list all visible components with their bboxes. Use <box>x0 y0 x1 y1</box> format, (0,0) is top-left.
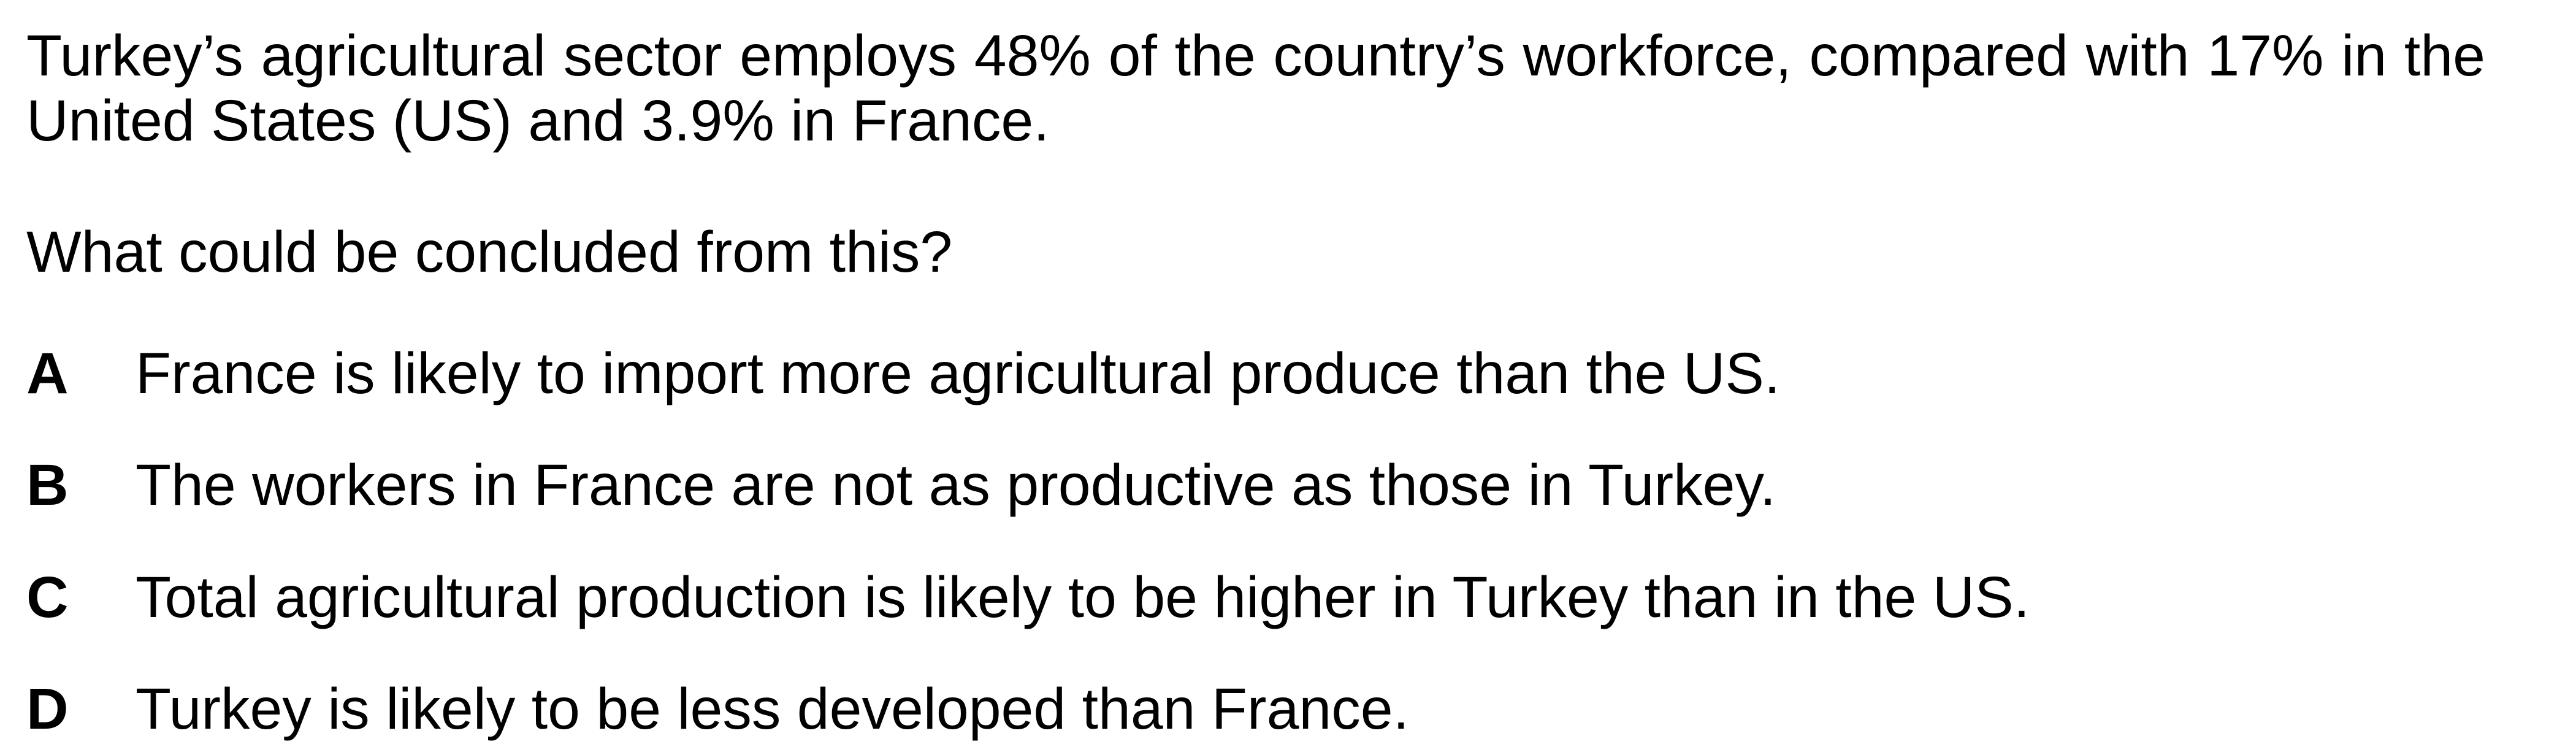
question-stem: Turkey’s agricultural sector employs 48%… <box>26 23 2485 153</box>
option-letter: D <box>26 677 69 742</box>
option-letter: B <box>26 453 69 518</box>
option-text: Turkey is likely to be less developed th… <box>136 677 1409 742</box>
question-block: Turkey’s agricultural sector employs 48%… <box>26 23 2485 742</box>
question-prompt: What could be concluded from this? <box>26 220 953 285</box>
option-letter: C <box>26 565 69 630</box>
option-text: France is likely to import more agricult… <box>136 341 1781 406</box>
option-text: Total agricultural production is likely … <box>136 565 2030 630</box>
option-text: The workers in France are not as product… <box>136 453 1776 518</box>
option-letter: A <box>26 341 69 406</box>
